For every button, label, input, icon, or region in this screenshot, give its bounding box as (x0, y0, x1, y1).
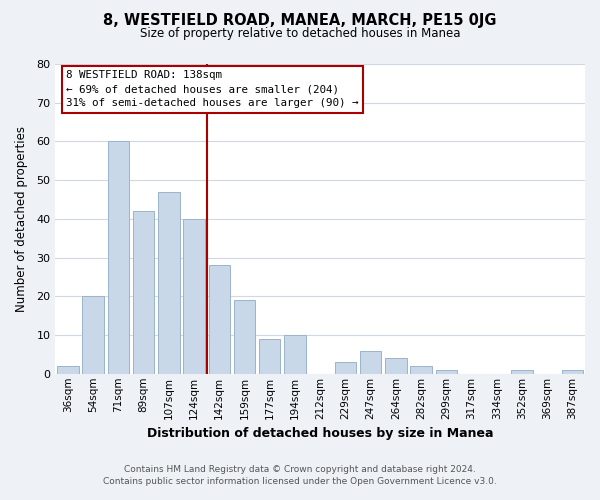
Bar (234, 300, 255, 374)
Bar (107, 142, 129, 374)
Bar (259, 339, 280, 374)
Bar (360, 350, 382, 374)
Bar (436, 370, 457, 374)
Bar (158, 192, 179, 374)
Bar (57, 366, 79, 374)
Bar (209, 266, 230, 374)
Text: Size of property relative to detached houses in Manea: Size of property relative to detached ho… (140, 28, 460, 40)
Text: 8, WESTFIELD ROAD, MANEA, MARCH, PE15 0JG: 8, WESTFIELD ROAD, MANEA, MARCH, PE15 0J… (103, 12, 497, 28)
Bar (82, 296, 104, 374)
Bar (133, 211, 154, 374)
Bar (184, 219, 205, 374)
Text: Contains public sector information licensed under the Open Government Licence v3: Contains public sector information licen… (103, 477, 497, 486)
Bar (335, 362, 356, 374)
Bar (385, 358, 407, 374)
Bar (410, 366, 432, 374)
Text: 8 WESTFIELD ROAD: 138sqm
← 69% of detached houses are smaller (204)
31% of semi-: 8 WESTFIELD ROAD: 138sqm ← 69% of detach… (66, 70, 358, 108)
Bar (562, 370, 583, 374)
X-axis label: Distribution of detached houses by size in Manea: Distribution of detached houses by size … (147, 427, 493, 440)
Bar (511, 370, 533, 374)
Text: Contains HM Land Registry data © Crown copyright and database right 2024.: Contains HM Land Registry data © Crown c… (124, 465, 476, 474)
Y-axis label: Number of detached properties: Number of detached properties (15, 126, 28, 312)
Bar (284, 335, 305, 374)
